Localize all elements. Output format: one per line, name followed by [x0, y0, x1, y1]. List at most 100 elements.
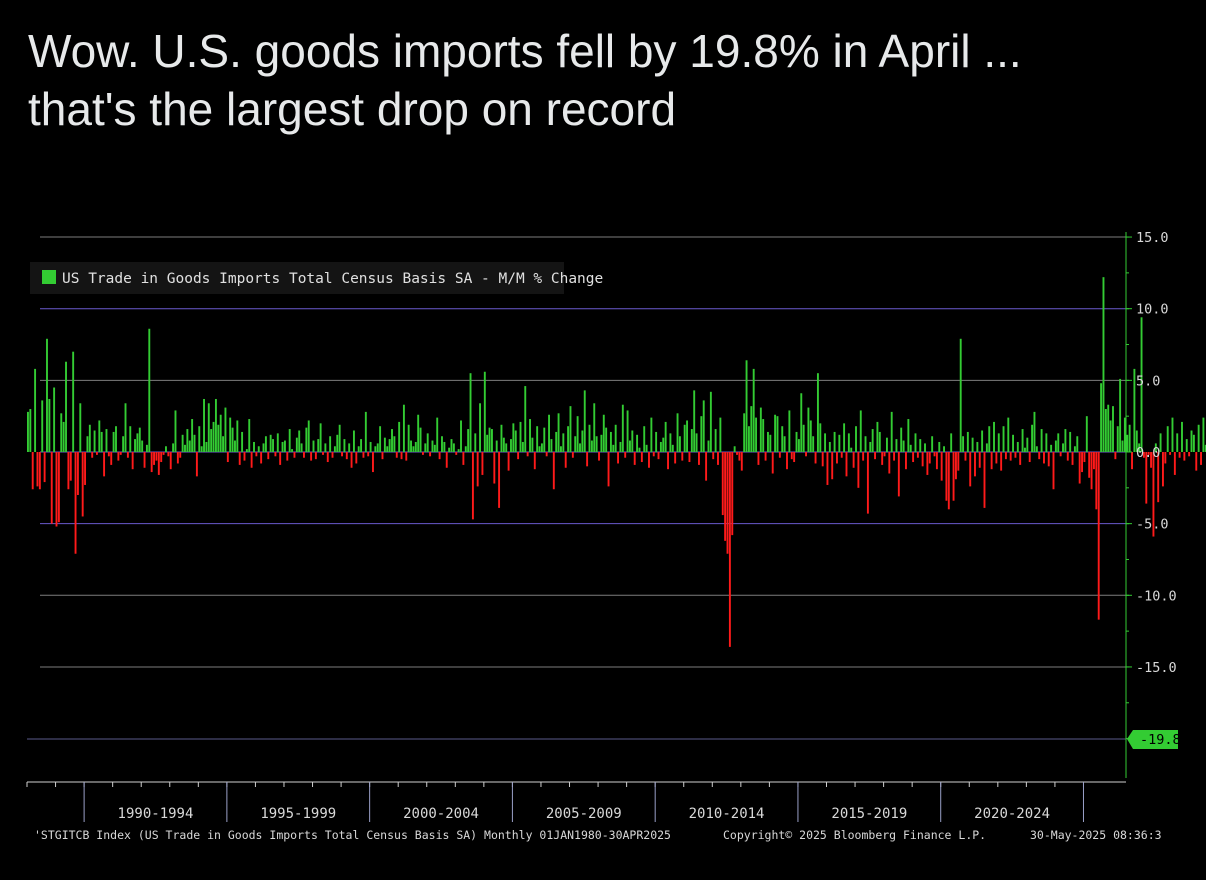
- bar: [957, 452, 960, 471]
- bar: [885, 437, 888, 452]
- footer: 'STGITCB Index (US Trade in Goods Import…: [34, 828, 1162, 842]
- bar: [562, 433, 565, 452]
- bar: [945, 452, 948, 501]
- bar: [341, 452, 343, 457]
- bar: [214, 398, 217, 452]
- bar: [1183, 452, 1186, 461]
- bar: [752, 368, 755, 452]
- bar: [897, 452, 900, 497]
- bar: [1069, 431, 1072, 452]
- bar: [91, 452, 94, 458]
- bar: [1192, 434, 1195, 452]
- bar: [555, 431, 558, 452]
- bar: [1147, 452, 1150, 455]
- bar: [821, 452, 824, 467]
- bar: [34, 368, 37, 452]
- bar: [626, 410, 629, 452]
- bar: [1031, 424, 1034, 452]
- bar: [631, 430, 634, 452]
- bar: [488, 427, 491, 452]
- bar: [607, 452, 610, 487]
- bar: [800, 393, 803, 452]
- bar: [217, 424, 220, 452]
- bar: [1164, 452, 1167, 464]
- bar: [1021, 429, 1024, 452]
- bar: [167, 452, 170, 457]
- bar: [921, 452, 924, 467]
- bar: [1159, 433, 1162, 452]
- bar: [1050, 444, 1053, 452]
- bar: [1152, 452, 1155, 537]
- bar: [548, 414, 550, 452]
- legend-label: US Trade in Goods Imports Total Census B…: [62, 271, 603, 287]
- bar: [724, 452, 727, 541]
- bar: [1073, 446, 1076, 452]
- bar: [1035, 446, 1038, 452]
- bar: [131, 452, 134, 470]
- bar: [105, 429, 108, 452]
- x-tick-label: 2005-2009: [546, 806, 622, 822]
- bar: [783, 436, 786, 452]
- bar: [997, 433, 1000, 452]
- bar: [1028, 452, 1031, 463]
- bar: [424, 443, 427, 452]
- bar: [100, 431, 103, 452]
- bar: [931, 436, 934, 452]
- bar: [402, 404, 405, 452]
- bar: [491, 429, 493, 452]
- bar: [1016, 441, 1019, 452]
- bar: [1078, 452, 1081, 484]
- bar: [1081, 452, 1083, 473]
- bar: [790, 452, 793, 460]
- bar: [1112, 406, 1114, 452]
- bar: [405, 452, 408, 461]
- bar: [250, 452, 253, 468]
- bar: [966, 431, 969, 452]
- bar: [379, 426, 382, 452]
- bar: [736, 452, 738, 455]
- bar: [776, 416, 779, 453]
- bar: [141, 440, 144, 452]
- bar: [338, 424, 341, 452]
- bar: [471, 452, 474, 520]
- bar: [505, 443, 508, 452]
- bar: [467, 429, 470, 452]
- bar: [314, 452, 317, 460]
- bar: [583, 390, 586, 452]
- bar: [695, 433, 698, 452]
- bar: [845, 452, 848, 477]
- bar: [1109, 420, 1112, 452]
- bar: [65, 361, 67, 452]
- bar: [512, 423, 515, 452]
- bar: [360, 439, 363, 452]
- bar: [1197, 424, 1200, 452]
- bar: [1119, 378, 1122, 452]
- bar: [1140, 317, 1143, 452]
- y-tick-label: -15.0: [1136, 660, 1177, 676]
- footer-copyright: Copyright© 2025 Bloomberg Finance L.P.: [723, 828, 986, 842]
- bar: [764, 452, 767, 461]
- bar: [909, 444, 912, 452]
- bar: [267, 452, 270, 460]
- bar: [650, 417, 653, 452]
- bar: [659, 441, 662, 452]
- bar: [1107, 404, 1110, 452]
- bar: [84, 452, 87, 485]
- bar: [307, 420, 310, 452]
- bar: [862, 452, 865, 461]
- bar: [771, 452, 774, 474]
- bar: [388, 439, 391, 452]
- bar: [372, 452, 374, 473]
- bar: [978, 452, 981, 468]
- bar: [72, 351, 75, 452]
- bar: [557, 413, 560, 452]
- bar: [160, 452, 163, 463]
- bar: [1128, 424, 1131, 452]
- bar: [750, 406, 753, 452]
- bar: [805, 452, 807, 457]
- bar: [809, 420, 812, 452]
- bar: [840, 452, 843, 458]
- bar: [638, 447, 641, 452]
- bar: [414, 441, 417, 452]
- bar: [481, 452, 484, 475]
